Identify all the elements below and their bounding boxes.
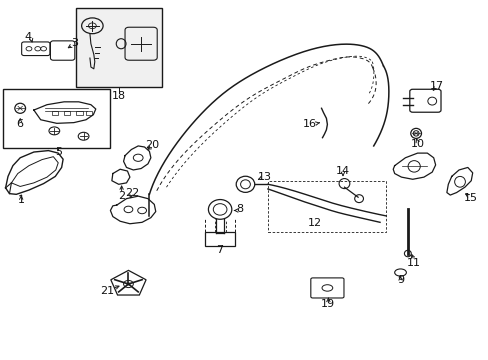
Text: 17: 17 bbox=[429, 81, 443, 91]
Text: 20: 20 bbox=[144, 140, 159, 150]
Text: 22: 22 bbox=[125, 188, 139, 198]
Bar bbox=[86, 111, 92, 115]
Text: 4: 4 bbox=[25, 32, 32, 41]
Bar bbox=[204, 232, 234, 246]
Text: 14: 14 bbox=[335, 166, 349, 176]
Bar bbox=[76, 111, 82, 115]
Text: 1: 1 bbox=[18, 195, 24, 206]
Text: 13: 13 bbox=[258, 172, 271, 182]
Text: 8: 8 bbox=[236, 204, 243, 214]
Text: 9: 9 bbox=[396, 275, 403, 285]
Text: 12: 12 bbox=[307, 218, 322, 228]
Text: 11: 11 bbox=[407, 258, 420, 268]
Text: 16: 16 bbox=[303, 120, 317, 129]
Text: 19: 19 bbox=[321, 299, 335, 309]
Text: 3: 3 bbox=[71, 38, 78, 48]
Circle shape bbox=[126, 283, 130, 285]
Text: 21: 21 bbox=[100, 286, 114, 296]
Bar bbox=[52, 111, 58, 115]
Text: 6: 6 bbox=[17, 120, 23, 129]
Text: 18: 18 bbox=[112, 91, 126, 101]
Bar bbox=[76, 8, 161, 87]
Text: 5: 5 bbox=[55, 147, 61, 157]
Text: 2: 2 bbox=[118, 191, 125, 201]
Text: 10: 10 bbox=[410, 139, 424, 149]
Bar bbox=[64, 111, 70, 115]
Bar bbox=[3, 89, 110, 148]
Text: 15: 15 bbox=[463, 193, 477, 203]
Text: 7: 7 bbox=[216, 245, 223, 255]
